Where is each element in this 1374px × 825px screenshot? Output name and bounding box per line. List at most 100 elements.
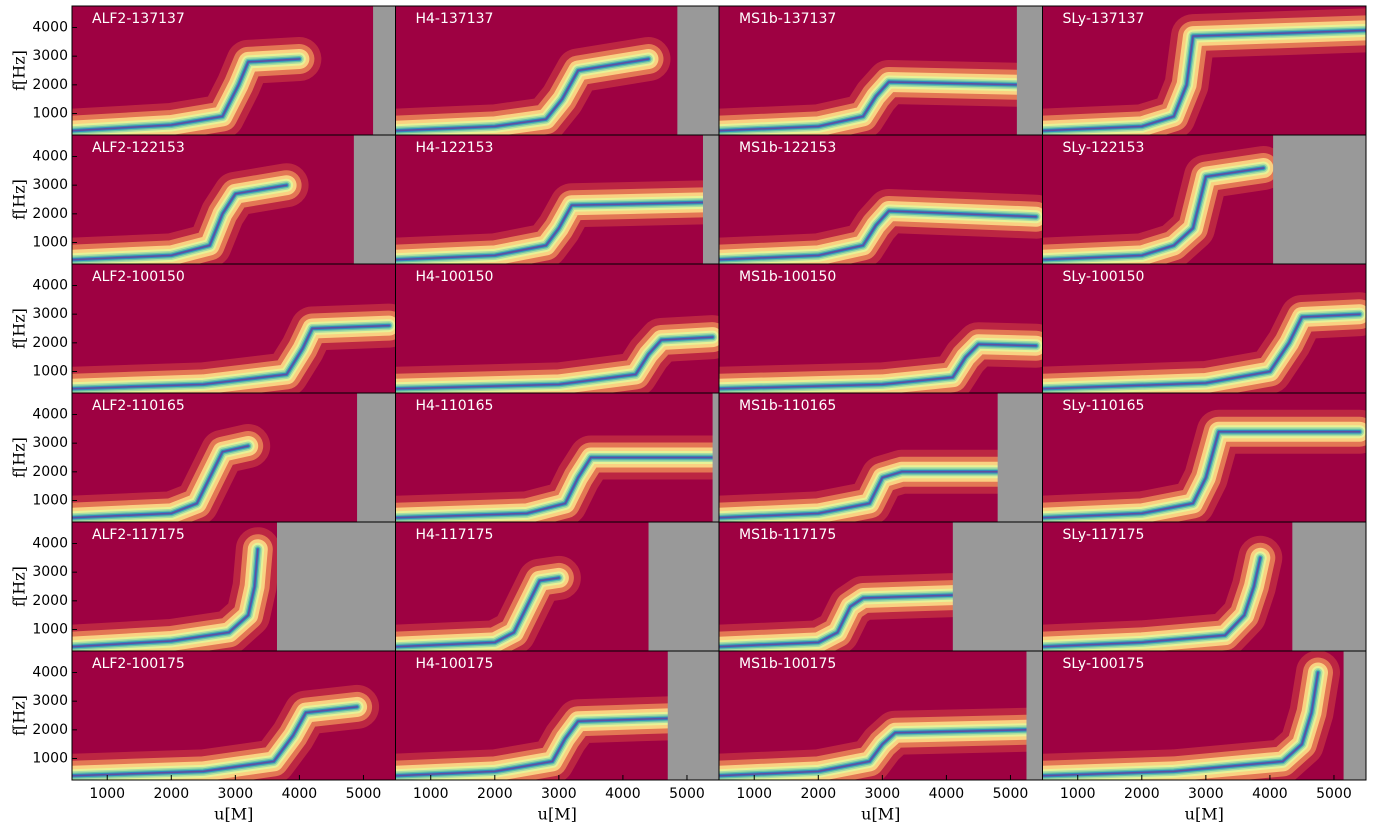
ridge bbox=[72, 58, 301, 132]
panel bbox=[395, 393, 719, 522]
ridge bbox=[719, 343, 1037, 390]
panel-title: H4-137137 bbox=[416, 11, 494, 27]
panel-title: SLy-117175 bbox=[1063, 527, 1145, 543]
x-tick-label: 1000 bbox=[413, 786, 449, 802]
ridge bbox=[72, 184, 288, 261]
x-tick-label: 4000 bbox=[282, 786, 318, 802]
x-tick-label: 4000 bbox=[929, 786, 965, 802]
y-tick-label: 2000 bbox=[32, 722, 68, 738]
y-axis-label: f[Hz] bbox=[10, 50, 29, 91]
ridge bbox=[719, 594, 954, 648]
no-data-region bbox=[373, 6, 396, 135]
x-axis-label: u[M] bbox=[538, 805, 577, 824]
x-tick-label: 4000 bbox=[605, 786, 641, 802]
x-tick-label: 5000 bbox=[993, 786, 1029, 802]
x-tick-label: 2000 bbox=[153, 786, 189, 802]
no-data-region bbox=[1343, 651, 1366, 780]
panel bbox=[395, 651, 719, 780]
no-data-region bbox=[353, 135, 396, 264]
ridge bbox=[1042, 29, 1366, 132]
panel-title: SLy-110165 bbox=[1063, 398, 1145, 414]
panel bbox=[395, 522, 719, 651]
x-tick-label: 3000 bbox=[1188, 786, 1224, 802]
ridge bbox=[395, 717, 669, 777]
no-data-region bbox=[667, 651, 719, 780]
ridge bbox=[1042, 313, 1361, 390]
y-tick-label: 2000 bbox=[32, 335, 68, 351]
ridge bbox=[719, 81, 1018, 132]
panel bbox=[72, 135, 396, 264]
x-tick-label: 5000 bbox=[1316, 786, 1352, 802]
panel-title: SLy-100150 bbox=[1063, 269, 1145, 285]
panel-title: H4-100150 bbox=[416, 269, 494, 285]
panel-title: SLy-122153 bbox=[1063, 140, 1145, 156]
panel bbox=[719, 264, 1043, 393]
ridge bbox=[72, 445, 249, 519]
ridge bbox=[719, 471, 999, 519]
panel bbox=[72, 393, 396, 522]
panel-frame bbox=[1042, 650, 1367, 781]
x-tick-label: 4000 bbox=[1252, 786, 1288, 802]
panel bbox=[72, 651, 396, 780]
panel bbox=[1042, 264, 1366, 393]
y-tick-label: 4000 bbox=[32, 149, 68, 165]
panel bbox=[719, 393, 1043, 522]
y-tick-label: 4000 bbox=[32, 20, 68, 36]
y-axis-label: f[Hz] bbox=[10, 566, 29, 607]
ridge bbox=[1042, 167, 1265, 261]
panel-title: MS1b-137137 bbox=[739, 11, 836, 27]
y-tick-label: 4000 bbox=[32, 278, 68, 294]
no-data-region bbox=[357, 393, 396, 522]
panel-title: MS1b-100175 bbox=[739, 656, 836, 672]
panel bbox=[1042, 522, 1366, 651]
ridge bbox=[395, 577, 560, 648]
panel-title: MS1b-100150 bbox=[739, 269, 836, 285]
ridge bbox=[1042, 557, 1262, 648]
y-tick-label: 1000 bbox=[32, 364, 68, 380]
x-tick-label: 1000 bbox=[1060, 786, 1096, 802]
y-tick-label: 2000 bbox=[32, 464, 68, 480]
ridge bbox=[72, 324, 390, 390]
no-data-region bbox=[1026, 651, 1043, 780]
ridge bbox=[395, 456, 714, 519]
ridge bbox=[719, 729, 1028, 777]
y-tick-label: 1000 bbox=[32, 751, 68, 767]
ridge bbox=[395, 336, 714, 390]
x-axis-label: u[M] bbox=[214, 805, 253, 824]
panel-title: MS1b-110165 bbox=[739, 398, 836, 414]
x-tick-label: 3000 bbox=[865, 786, 901, 802]
no-data-region bbox=[702, 135, 719, 264]
y-tick-label: 3000 bbox=[32, 48, 68, 64]
ridge bbox=[72, 706, 358, 777]
y-tick-label: 1000 bbox=[32, 493, 68, 509]
panel-title: H4-100175 bbox=[416, 656, 494, 672]
y-axis-label: f[Hz] bbox=[10, 695, 29, 736]
x-tick-label: 3000 bbox=[541, 786, 577, 802]
x-tick-label: 2000 bbox=[1124, 786, 1160, 802]
y-axis-label: f[Hz] bbox=[10, 437, 29, 478]
panel-title: ALF2-117175 bbox=[92, 527, 185, 543]
x-tick-label: 5000 bbox=[346, 786, 382, 802]
ridge bbox=[395, 201, 704, 261]
no-data-region bbox=[1273, 135, 1366, 264]
panel-title: SLy-100175 bbox=[1063, 656, 1145, 672]
panel-title: H4-122153 bbox=[416, 140, 494, 156]
no-data-region bbox=[276, 522, 396, 651]
x-axis-label: u[M] bbox=[861, 805, 900, 824]
y-axis-label: f[Hz] bbox=[10, 179, 29, 220]
x-axis-label: u[M] bbox=[1185, 805, 1224, 824]
panel-title: H4-117175 bbox=[416, 527, 494, 543]
panel-title: ALF2-137137 bbox=[92, 11, 185, 27]
ridge bbox=[72, 548, 259, 648]
no-data-region bbox=[1292, 522, 1366, 651]
panel-title: ALF2-100175 bbox=[92, 656, 185, 672]
y-tick-label: 1000 bbox=[32, 106, 68, 122]
y-tick-label: 3000 bbox=[32, 693, 68, 709]
panel bbox=[72, 522, 396, 651]
no-data-region bbox=[997, 393, 1043, 522]
ridge bbox=[719, 210, 1037, 261]
panel-title: ALF2-100150 bbox=[92, 269, 185, 285]
x-tick-label: 2000 bbox=[800, 786, 836, 802]
panel bbox=[395, 135, 719, 264]
